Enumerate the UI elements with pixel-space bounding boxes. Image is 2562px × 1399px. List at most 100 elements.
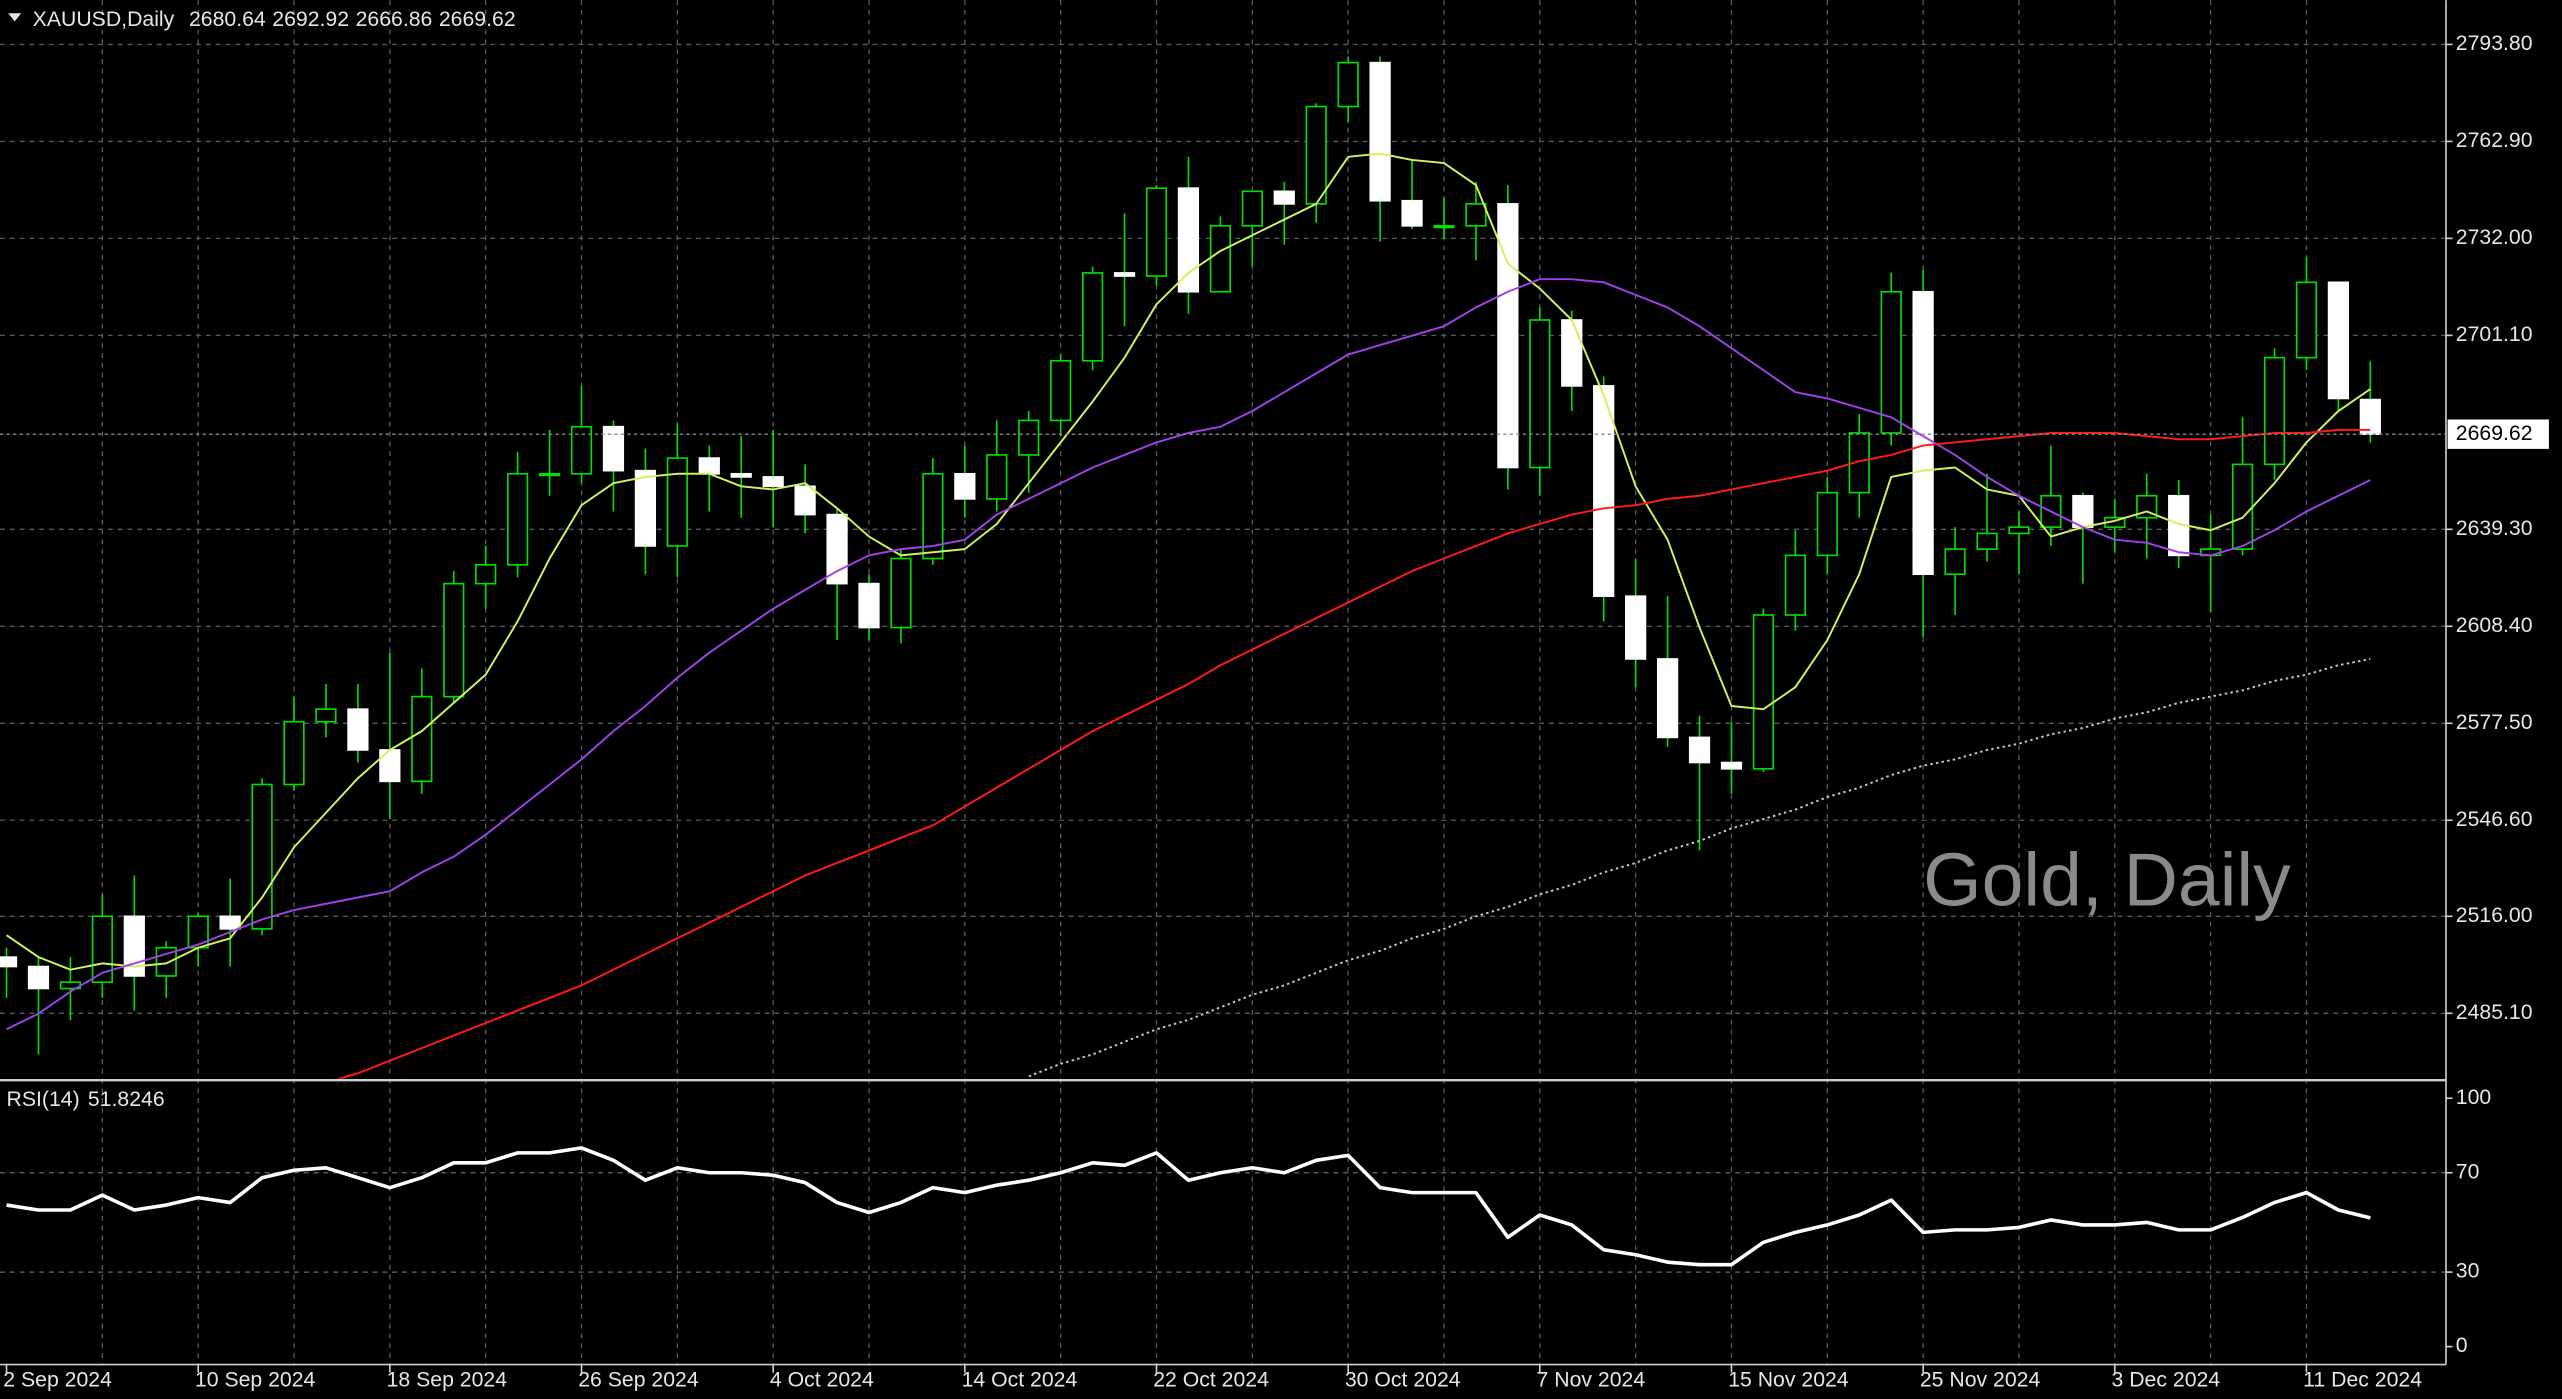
candle-body: [1273, 190, 1295, 205]
candle-body: [1625, 595, 1647, 660]
candle-body: [1880, 290, 1902, 434]
y-tick-label: 2732.00: [2456, 225, 2533, 249]
candle-body: [1177, 187, 1200, 293]
x-tick-label: 18 Sep 2024: [387, 1367, 508, 1391]
x-tick-label: 3 Dec 2024: [2112, 1367, 2221, 1391]
candle-body: [0, 956, 18, 968]
series-line: [6, 278, 2371, 1031]
y-tick-label: 2485.10: [2456, 1000, 2533, 1024]
candle-body: [251, 783, 273, 930]
x-tick-label: 7 Nov 2024: [1537, 1367, 1646, 1391]
candle-body: [538, 472, 561, 477]
candle-body: [1497, 203, 1519, 469]
candle-body: [1720, 761, 1743, 770]
candle-body: [634, 469, 657, 547]
y-tick-label: 2546.60: [2456, 807, 2533, 831]
series-line: [5, 152, 2371, 971]
x-tick-label: 11 Dec 2024: [2303, 1367, 2422, 1391]
y-tick-label: 2608.40: [2456, 613, 2533, 637]
low-value: 2666.86: [356, 6, 433, 30]
candle-body: [1018, 419, 1040, 456]
candle-body: [1337, 61, 1359, 108]
candle-body: [347, 708, 369, 751]
candle-body: [2263, 356, 2286, 466]
candle-body: [1848, 432, 1870, 494]
watermark: Gold, Daily: [1923, 838, 2291, 922]
candle-body: [27, 965, 50, 990]
candle-body: [1656, 658, 1679, 739]
candle-body: [1081, 272, 1104, 362]
candle-body: [1369, 61, 1391, 202]
series-line: [336, 428, 2371, 1079]
x-tick-label: 2 Sep 2024: [3, 1367, 112, 1391]
candle-body: [91, 915, 113, 984]
series-line: [6, 1146, 2371, 1267]
candle-body: [443, 582, 465, 698]
candle-body: [922, 472, 944, 560]
x-tick-label: 14 Oct 2024: [962, 1367, 1078, 1391]
candle-body: [1912, 290, 1934, 576]
candle-body: [2295, 281, 2318, 359]
y-tick-label: 0: [2456, 1333, 2468, 1357]
y-tick-label: 70: [2456, 1159, 2480, 1183]
chart-header: XAUUSD,Daily 2680.64 2692.92 2666.86 2669.62: [33, 6, 516, 30]
x-tick-label: 10 Sep 2024: [195, 1367, 316, 1391]
candle-body: [730, 472, 752, 478]
candle-body: [762, 476, 784, 488]
price-plot: [0, 56, 2446, 1079]
close-value: 2669.62: [439, 6, 516, 30]
candle-body: [507, 472, 529, 566]
candle-body: [475, 563, 497, 585]
candle-body: [1401, 199, 1423, 227]
y-tick-label: 2701.10: [2456, 322, 2533, 346]
high-value: 2692.92: [272, 6, 349, 30]
candle-body: [411, 695, 433, 783]
y-tick-label: 2793.80: [2456, 31, 2533, 55]
price-label-box: [2447, 419, 2549, 449]
candle-body: [826, 513, 848, 585]
candle-body: [1944, 548, 1966, 576]
candle-body: [187, 915, 209, 949]
candle-body: [2359, 398, 2381, 435]
rsi-value: 51.8246: [88, 1086, 165, 1110]
candle-body: [1816, 491, 1838, 557]
candle-body: [379, 749, 401, 783]
rsi-header: RSI(14) 51.8246: [7, 1086, 165, 1110]
candle-body: [2327, 281, 2350, 400]
candle-body: [315, 708, 337, 723]
candle-body: [1752, 614, 1775, 770]
candle-body: [283, 720, 305, 786]
y-tick-label: 2577.50: [2456, 710, 2533, 734]
candle-body: [954, 472, 976, 500]
candle-body: [986, 454, 1008, 500]
candle-body: [1529, 319, 1551, 469]
candle-body: [1209, 225, 1232, 293]
candle-body: [219, 915, 241, 930]
candle-body: [858, 582, 880, 629]
x-tick-label: 4 Oct 2024: [770, 1367, 874, 1391]
candle-body: [1113, 272, 1136, 277]
menu-triangle[interactable]: [8, 13, 22, 22]
candle-body: [890, 557, 912, 629]
candle-body: [698, 457, 720, 475]
candle-body: [1465, 203, 1487, 227]
x-tick-label: 30 Oct 2024: [1345, 1367, 1461, 1391]
y-tick-label: 2516.00: [2456, 903, 2533, 927]
candle-body: [602, 425, 625, 472]
candle-body: [1688, 736, 1711, 764]
candle-body: [1784, 554, 1806, 616]
candle-body: [2231, 463, 2254, 550]
open-value: 2680.64: [189, 6, 266, 30]
candle-body: [1561, 319, 1583, 387]
candle-body: [1145, 187, 1168, 277]
y-tick-label: 30: [2456, 1259, 2480, 1283]
candle-body: [1976, 532, 1998, 550]
price-label: 2669.62: [2456, 421, 2533, 445]
x-tick-label: 25 Nov 2024: [1920, 1367, 2041, 1391]
candle-body: [1433, 225, 1455, 229]
x-tick-label: 22 Oct 2024: [1153, 1367, 1269, 1391]
